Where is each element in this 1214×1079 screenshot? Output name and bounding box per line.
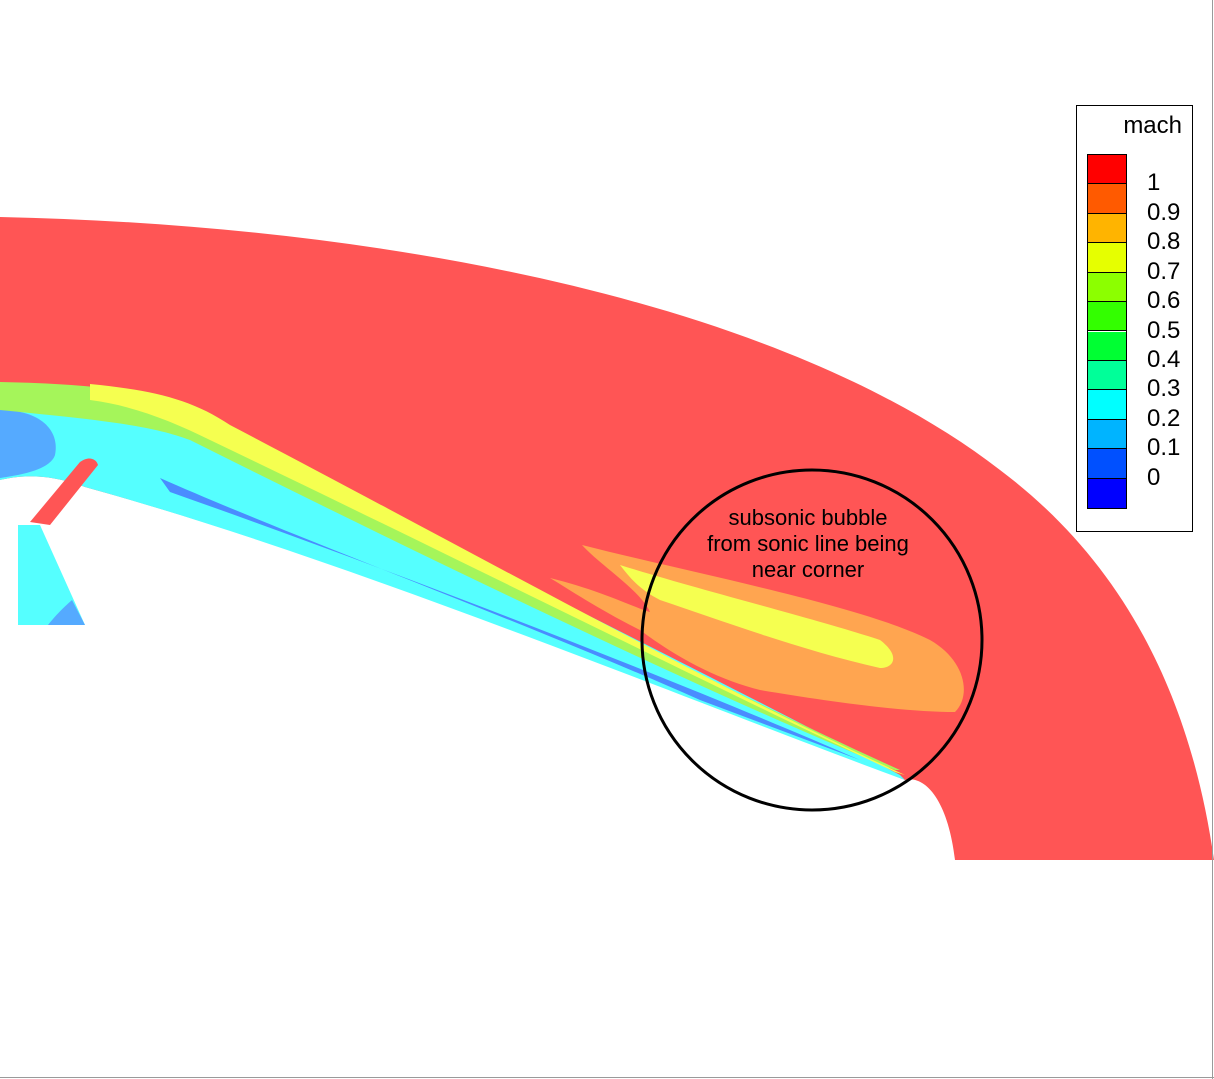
legend-label: 0.7 bbox=[1147, 257, 1181, 285]
legend-label: 1 bbox=[1147, 169, 1161, 197]
legend-swatch bbox=[1088, 155, 1126, 185]
legend-swatch bbox=[1088, 390, 1126, 420]
legend-label: 0 bbox=[1147, 463, 1161, 491]
legend-label: 0.3 bbox=[1147, 375, 1181, 403]
supersonic-region bbox=[0, 217, 1214, 860]
left-lower-wedge-blue bbox=[48, 600, 85, 625]
legend-label: 0.1 bbox=[1147, 434, 1181, 462]
annotation-line: from sonic line being bbox=[707, 531, 909, 556]
legend-label: 0.6 bbox=[1147, 287, 1181, 315]
legend-swatch bbox=[1088, 243, 1126, 273]
mach-legend: mach 1 0.9 0.8 0.7 0.6 0.5 0.4 0.3 0.2 0.1 0 bbox=[1076, 105, 1193, 532]
legend-label: 0.8 bbox=[1147, 228, 1181, 256]
legend-swatch bbox=[1088, 184, 1126, 214]
left-lower-wedge bbox=[18, 525, 85, 625]
legend-swatch bbox=[1088, 331, 1126, 361]
plot-frame-right bbox=[1212, 0, 1213, 1079]
inlet-red-strip bbox=[30, 458, 98, 525]
yellow-shear-layer bbox=[90, 384, 905, 775]
annotation-line: subsonic bubble bbox=[728, 505, 888, 530]
legend-label: 0.5 bbox=[1147, 316, 1181, 344]
annotation-text: subsonic bubble from sonic line being ne… bbox=[663, 505, 953, 583]
legend-swatch bbox=[1088, 360, 1126, 391]
yellow-bubble-core bbox=[620, 565, 894, 668]
legend-title: mach bbox=[1123, 112, 1182, 139]
plot-frame-bottom bbox=[0, 1077, 1214, 1078]
cyan-wall-layer bbox=[0, 388, 905, 780]
legend-label: 0.9 bbox=[1147, 198, 1181, 226]
legend-swatch bbox=[1088, 213, 1126, 244]
green-shear-layer bbox=[0, 382, 900, 770]
legend-swatch bbox=[1088, 478, 1126, 508]
legend-swatch bbox=[1088, 419, 1126, 450]
legend-label: 0.2 bbox=[1147, 404, 1181, 432]
blue-low-mach-region bbox=[160, 478, 860, 760]
legend-swatch bbox=[1088, 272, 1126, 303]
legend-swatch bbox=[1088, 449, 1126, 479]
blue-left-pocket bbox=[0, 410, 56, 478]
annotation-circle bbox=[640, 468, 984, 812]
legend-swatch bbox=[1088, 302, 1126, 332]
annotation-line: near corner bbox=[751, 557, 865, 582]
legend-color-bar bbox=[1087, 154, 1127, 509]
legend-label: 0.4 bbox=[1147, 345, 1181, 373]
